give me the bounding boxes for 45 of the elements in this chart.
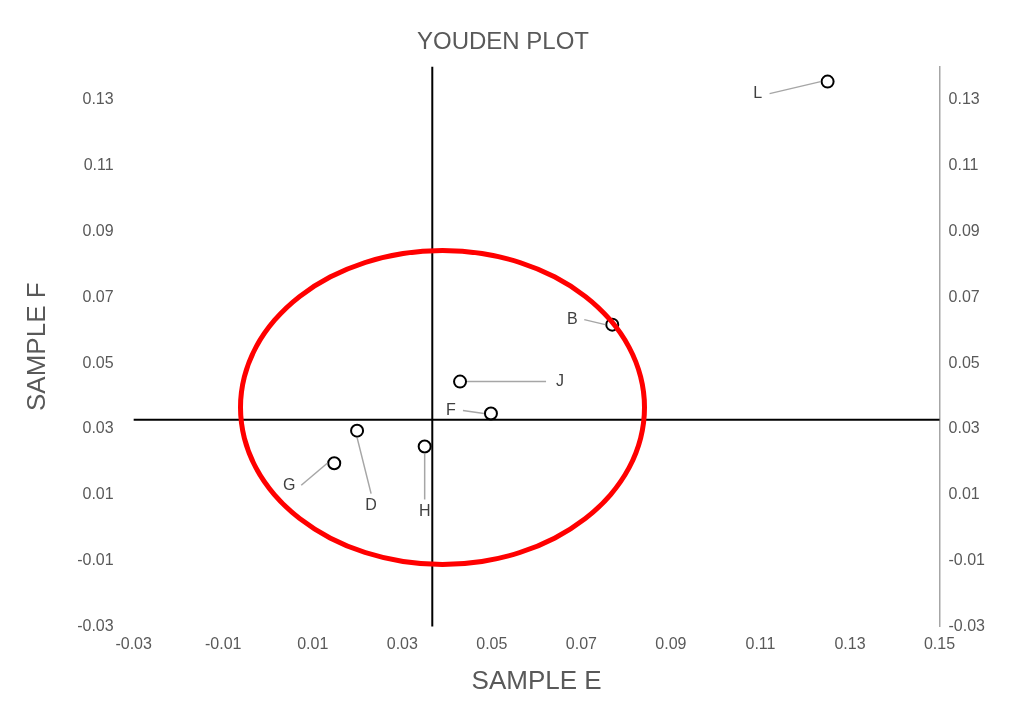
y2-tick-label: 0.07 [948, 287, 980, 305]
annotation: G [283, 475, 296, 493]
x-tick-label: 0.13 [834, 634, 866, 652]
point [605, 317, 620, 332]
y-tick-label: -0.01 [77, 551, 114, 569]
y2-tick-label: -0.01 [948, 551, 986, 569]
x-tick-label: 0.01 [297, 634, 329, 652]
x-tick-label: -0.03 [115, 634, 152, 652]
x-tick-label: -0.01 [204, 634, 242, 652]
y-tick-label: 0.13 [82, 90, 114, 108]
y-tick-label: 0.01 [82, 485, 114, 503]
y-tick-label: 0.07 [82, 287, 114, 305]
y2-tick-label: 0.03 [948, 419, 980, 437]
point [417, 439, 432, 454]
chart-title: YOUDEN PLOT [416, 27, 590, 55]
annotation: L [753, 84, 763, 102]
y2-tick-label: 0.09 [948, 221, 980, 239]
x-tick-label: 0.03 [386, 634, 418, 652]
point [327, 456, 342, 471]
y-tick-label: 0.05 [82, 353, 114, 371]
annotation: H [418, 501, 431, 519]
annotation: D [365, 496, 377, 514]
annotation: F [446, 400, 457, 418]
y2-tick-label: 0.11 [948, 155, 979, 173]
x-tick-label: 0.15 [923, 634, 956, 652]
y-tick-label: 0.03 [82, 419, 114, 437]
point [453, 374, 468, 389]
x-tick-label: 0.05 [476, 634, 508, 652]
y2-tick-label: -0.03 [948, 617, 986, 635]
y-axis-title: SAMPLE F [20, 282, 51, 411]
x-tick-label: 0.11 [745, 634, 776, 652]
x-tick-label: 0.07 [565, 634, 598, 652]
x-axis-title: SAMPLE E [471, 664, 602, 695]
y2-tick-label: 0.01 [948, 485, 980, 503]
point [820, 74, 835, 89]
point [483, 406, 498, 421]
y2-tick-label: 0.13 [948, 90, 980, 108]
point [350, 423, 365, 438]
y2-tick-label: 0.05 [948, 353, 980, 371]
annotation: B [566, 310, 578, 328]
annotation: J [556, 372, 565, 390]
y-tick-label: 0.11 [83, 155, 114, 173]
y-tick-label: 0.09 [82, 221, 114, 239]
x-tick-label: 0.09 [655, 634, 687, 652]
y-tick-label: -0.03 [77, 617, 114, 635]
